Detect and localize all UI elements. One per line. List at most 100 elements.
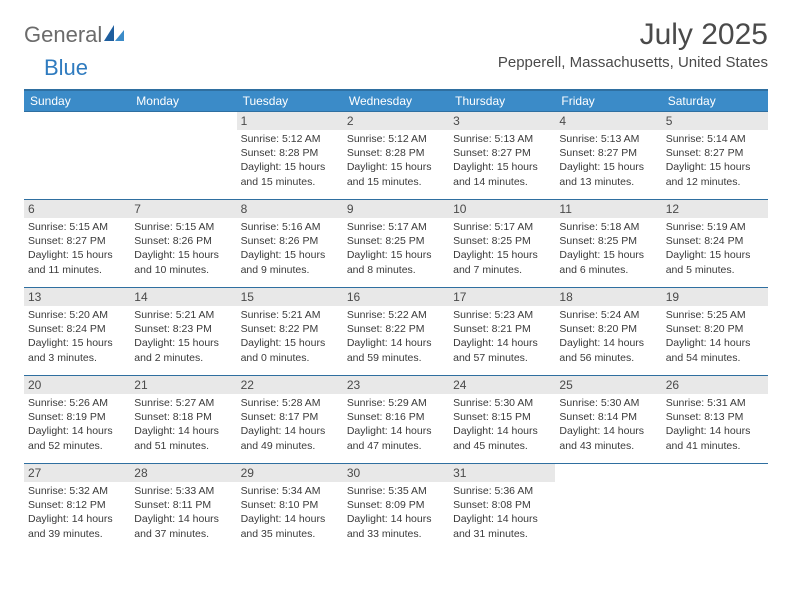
- logo: General: [24, 22, 126, 48]
- calendar-cell: 9 Sunrise: 5:17 AMSunset: 8:25 PMDaylight…: [343, 200, 449, 288]
- calendar-cell: 5 Sunrise: 5:14 AMSunset: 8:27 PMDaylight…: [662, 112, 768, 200]
- day-number: 2: [343, 112, 449, 130]
- day-number: 1: [237, 112, 343, 130]
- calendar-cell: 25 Sunrise: 5:30 AMSunset: 8:14 PMDayligh…: [555, 376, 661, 464]
- day-number: 15: [237, 288, 343, 306]
- day-number: 12: [662, 200, 768, 218]
- day-number: 13: [24, 288, 130, 306]
- day-number: 3: [449, 112, 555, 130]
- day-data: Sunrise: 5:18 AMSunset: 8:25 PMDaylight:…: [559, 220, 657, 277]
- day-data: Sunrise: 5:31 AMSunset: 8:13 PMDaylight:…: [666, 396, 764, 453]
- calendar-cell: 11 Sunrise: 5:18 AMSunset: 8:25 PMDayligh…: [555, 200, 661, 288]
- calendar-cell: 22 Sunrise: 5:28 AMSunset: 8:17 PMDayligh…: [237, 376, 343, 464]
- calendar-cell: 27 Sunrise: 5:32 AMSunset: 8:12 PMDayligh…: [24, 464, 130, 552]
- day-data: Sunrise: 5:30 AMSunset: 8:15 PMDaylight:…: [453, 396, 551, 453]
- calendar-cell: 23Sunrise: 5:29 AMSunset: 8:16 PMDayligh…: [343, 376, 449, 464]
- calendar-cell: 12 Sunrise: 5:19 AMSunset: 8:24 PMDayligh…: [662, 200, 768, 288]
- calendar-cell: 2 Sunrise: 5:12 AMSunset: 8:28 PMDaylight…: [343, 112, 449, 200]
- calendar-cell: 1 Sunrise: 5:12 AMSunset: 8:28 PMDaylight…: [237, 112, 343, 200]
- day-data: Sunrise: 5:23 AMSunset: 8:21 PMDaylight:…: [453, 308, 551, 365]
- weekday-header: Saturday: [662, 90, 768, 112]
- day-data: Sunrise: 5:22 AMSunset: 8:22 PMDaylight:…: [347, 308, 445, 365]
- day-data: Sunrise: 5:33 AMSunset: 8:11 PMDaylight:…: [134, 484, 232, 541]
- calendar-cell: [130, 112, 236, 200]
- day-number: 24: [449, 376, 555, 394]
- day-data: Sunrise: 5:12 AMSunset: 8:28 PMDaylight:…: [347, 132, 445, 189]
- day-data: Sunrise: 5:21 AMSunset: 8:22 PMDaylight:…: [241, 308, 339, 365]
- calendar-cell: 18 Sunrise: 5:24 AMSunset: 8:20 PMDayligh…: [555, 288, 661, 376]
- day-data: Sunrise: 5:15 AMSunset: 8:27 PMDaylight:…: [28, 220, 126, 277]
- day-data: Sunrise: 5:12 AMSunset: 8:28 PMDaylight:…: [241, 132, 339, 189]
- day-data: Sunrise: 5:16 AMSunset: 8:26 PMDaylight:…: [241, 220, 339, 277]
- day-data: Sunrise: 5:19 AMSunset: 8:24 PMDaylight:…: [666, 220, 764, 277]
- calendar-table: SundayMondayTuesdayWednesdayThursdayFrid…: [24, 89, 768, 552]
- day-number: 31: [449, 464, 555, 482]
- day-number: 9: [343, 200, 449, 218]
- day-data: Sunrise: 5:24 AMSunset: 8:20 PMDaylight:…: [559, 308, 657, 365]
- day-number: 19: [662, 288, 768, 306]
- sail-icon: [104, 23, 126, 48]
- day-number: 11: [555, 200, 661, 218]
- calendar-week-row: 13 Sunrise: 5:20 AMSunset: 8:24 PMDayligh…: [24, 288, 768, 376]
- day-number: 27: [24, 464, 130, 482]
- calendar-cell: 13 Sunrise: 5:20 AMSunset: 8:24 PMDayligh…: [24, 288, 130, 376]
- calendar-cell: 17 Sunrise: 5:23 AMSunset: 8:21 PMDayligh…: [449, 288, 555, 376]
- calendar-cell: 31Sunrise: 5:36 AMSunset: 8:08 PMDayligh…: [449, 464, 555, 552]
- day-data: Sunrise: 5:35 AMSunset: 8:09 PMDaylight:…: [347, 484, 445, 541]
- calendar-cell: [555, 464, 661, 552]
- day-number: 20: [24, 376, 130, 394]
- day-number: 22: [237, 376, 343, 394]
- calendar-cell: 3 Sunrise: 5:13 AMSunset: 8:27 PMDaylight…: [449, 112, 555, 200]
- day-data: Sunrise: 5:34 AMSunset: 8:10 PMDaylight:…: [241, 484, 339, 541]
- day-data: Sunrise: 5:17 AMSunset: 8:25 PMDaylight:…: [347, 220, 445, 277]
- calendar-cell: [24, 112, 130, 200]
- calendar-week-row: 20Sunrise: 5:26 AMSunset: 8:19 PMDayligh…: [24, 376, 768, 464]
- calendar-cell: 4 Sunrise: 5:13 AMSunset: 8:27 PMDaylight…: [555, 112, 661, 200]
- day-number: 5: [662, 112, 768, 130]
- day-data: Sunrise: 5:32 AMSunset: 8:12 PMDaylight:…: [28, 484, 126, 541]
- day-number: 6: [24, 200, 130, 218]
- day-number: 16: [343, 288, 449, 306]
- calendar-cell: 6 Sunrise: 5:15 AMSunset: 8:27 PMDaylight…: [24, 200, 130, 288]
- calendar-cell: 29 Sunrise: 5:34 AMSunset: 8:10 PMDayligh…: [237, 464, 343, 552]
- calendar-cell: 10 Sunrise: 5:17 AMSunset: 8:25 PMDayligh…: [449, 200, 555, 288]
- weekday-header: Monday: [130, 90, 236, 112]
- day-number: 25: [555, 376, 661, 394]
- calendar-body: 1Sunrise: 5:12 AMSunset: 8:28 PMDaylight…: [24, 112, 768, 552]
- logo-text-general: General: [24, 22, 102, 48]
- calendar-cell: 14Sunrise: 5:21 AMSunset: 8:23 PMDayligh…: [130, 288, 236, 376]
- calendar-cell: 30 Sunrise: 5:35 AMSunset: 8:09 PMDayligh…: [343, 464, 449, 552]
- calendar-week-row: 27 Sunrise: 5:32 AMSunset: 8:12 PMDayligh…: [24, 464, 768, 552]
- location-text: Pepperell, Massachusetts, United States: [498, 54, 768, 71]
- day-number: 26: [662, 376, 768, 394]
- weekday-header: Sunday: [24, 90, 130, 112]
- day-number: 30: [343, 464, 449, 482]
- day-number: 29: [237, 464, 343, 482]
- day-data: Sunrise: 5:30 AMSunset: 8:14 PMDaylight:…: [559, 396, 657, 453]
- day-data: Sunrise: 5:13 AMSunset: 8:27 PMDaylight:…: [559, 132, 657, 189]
- day-number: 10: [449, 200, 555, 218]
- day-number: 18: [555, 288, 661, 306]
- day-number: 8: [237, 200, 343, 218]
- weekday-header: Thursday: [449, 90, 555, 112]
- day-data: Sunrise: 5:27 AMSunset: 8:18 PMDaylight:…: [134, 396, 232, 453]
- weekday-header-row: SundayMondayTuesdayWednesdayThursdayFrid…: [24, 90, 768, 112]
- day-number: 14: [130, 288, 236, 306]
- day-data: Sunrise: 5:17 AMSunset: 8:25 PMDaylight:…: [453, 220, 551, 277]
- day-data: Sunrise: 5:25 AMSunset: 8:20 PMDaylight:…: [666, 308, 764, 365]
- day-number: 23: [343, 376, 449, 394]
- calendar-cell: 24 Sunrise: 5:30 AMSunset: 8:15 PMDayligh…: [449, 376, 555, 464]
- day-number: 4: [555, 112, 661, 130]
- day-data: Sunrise: 5:13 AMSunset: 8:27 PMDaylight:…: [453, 132, 551, 189]
- title-block: July 2025 Pepperell, Massachusetts, Unit…: [498, 18, 768, 71]
- calendar-cell: 26 Sunrise: 5:31 AMSunset: 8:13 PMDayligh…: [662, 376, 768, 464]
- day-number: 17: [449, 288, 555, 306]
- calendar-cell: 28Sunrise: 5:33 AMSunset: 8:11 PMDayligh…: [130, 464, 236, 552]
- day-data: Sunrise: 5:28 AMSunset: 8:17 PMDaylight:…: [241, 396, 339, 453]
- day-data: Sunrise: 5:14 AMSunset: 8:27 PMDaylight:…: [666, 132, 764, 189]
- weekday-header: Friday: [555, 90, 661, 112]
- day-data: Sunrise: 5:20 AMSunset: 8:24 PMDaylight:…: [28, 308, 126, 365]
- calendar-cell: 7Sunrise: 5:15 AMSunset: 8:26 PMDaylight…: [130, 200, 236, 288]
- logo-text-blue: Blue: [44, 55, 88, 80]
- day-data: Sunrise: 5:15 AMSunset: 8:26 PMDaylight:…: [134, 220, 232, 277]
